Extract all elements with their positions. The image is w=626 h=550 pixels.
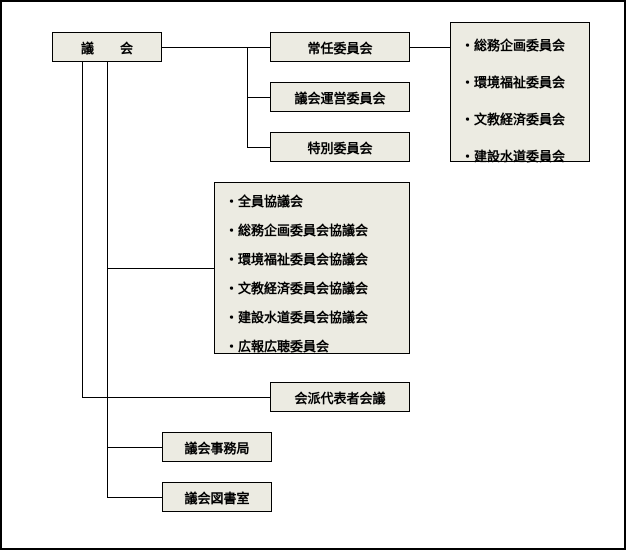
list-item: ・環境福祉委員会 <box>461 72 565 91</box>
node-label: 会派代表者会議 <box>294 388 385 407</box>
list-item: ・広報広聴委員会 <box>225 336 329 355</box>
edge <box>107 447 162 448</box>
node-tosho: 議会図書室 <box>162 482 272 512</box>
edge <box>107 497 162 498</box>
list-item: ・建設水道委員会 <box>461 146 565 165</box>
edge <box>82 397 270 398</box>
node-root: 議 会 <box>52 32 162 62</box>
node-jimukyoku: 議会事務局 <box>162 432 272 462</box>
node-jonin: 常任委員会 <box>270 32 410 62</box>
node-label: 議会図書室 <box>184 488 249 507</box>
list-item: ・文教経済委員会 <box>461 109 565 128</box>
edge <box>247 97 270 98</box>
org-chart-canvas: 議 会 常任委員会 議会運営委員会 特別委員会 ・全員協議会 ・総務企画委員会協… <box>0 0 626 550</box>
list-item: ・全員協議会 <box>225 191 303 210</box>
node-label: 議会事務局 <box>184 438 249 457</box>
node-label: 常任委員会 <box>307 38 372 57</box>
edge <box>107 62 108 497</box>
list-item: ・建設水道委員会協議会 <box>225 307 368 326</box>
edge <box>107 268 214 269</box>
node-kyogikai-list: ・全員協議会 ・総務企画委員会協議会 ・環境福祉委員会協議会 ・文教経済委員会協… <box>214 182 410 354</box>
list-item: ・環境福祉委員会協議会 <box>225 249 368 268</box>
node-label: 特別委員会 <box>307 138 372 157</box>
edge <box>410 47 450 48</box>
node-tokubetsu: 特別委員会 <box>270 132 410 162</box>
node-label: 議会運営委員会 <box>294 88 385 107</box>
list-item: ・総務企画委員会協議会 <box>225 220 368 239</box>
node-unei: 議会運営委員会 <box>270 82 410 112</box>
list-item: ・文教経済委員会協議会 <box>225 278 368 297</box>
edge <box>162 47 270 48</box>
node-kaiha: 会派代表者会議 <box>270 382 410 412</box>
node-label: 議 会 <box>81 38 133 57</box>
node-jonin-list: ・総務企画委員会 ・環境福祉委員会 ・文教経済委員会 ・建設水道委員会 <box>450 22 590 162</box>
edge <box>82 62 83 397</box>
edge <box>247 147 270 148</box>
list-item: ・総務企画委員会 <box>461 35 565 54</box>
